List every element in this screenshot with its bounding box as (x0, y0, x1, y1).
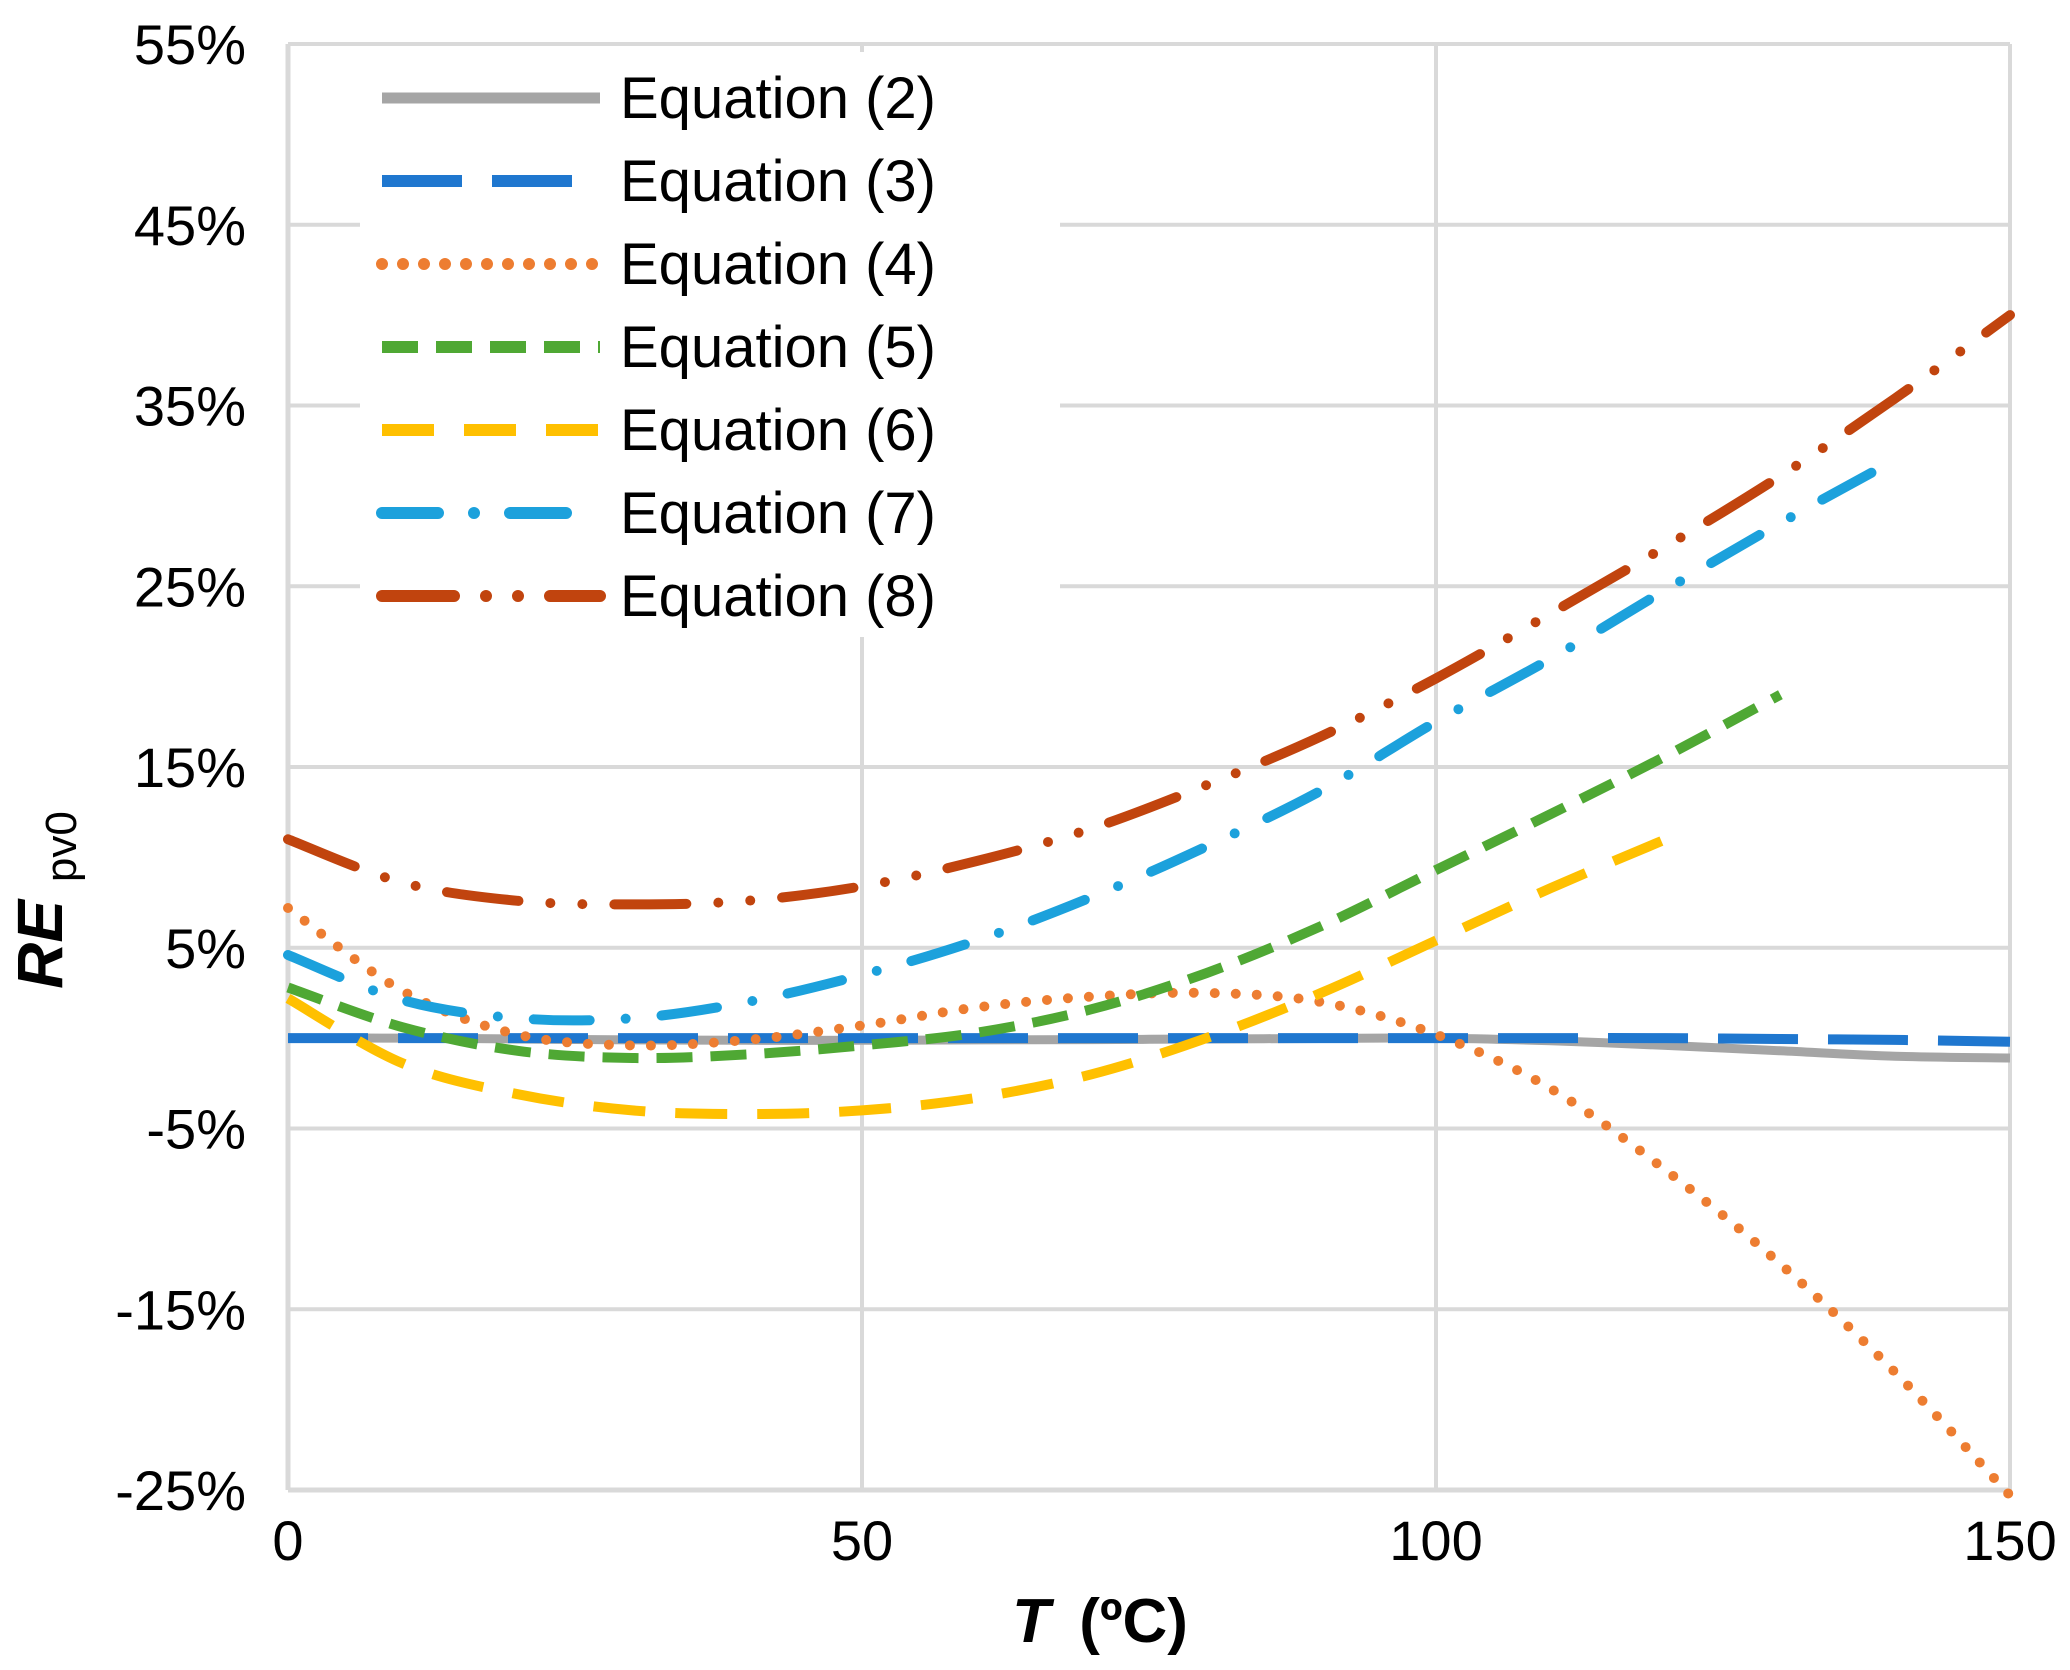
legend-label-3: Equation (3) (620, 149, 936, 214)
x-tick-label: 0 (272, 1509, 303, 1572)
y-tick-label: -15% (115, 1278, 246, 1341)
series-line-7 (283, 454, 1901, 1026)
y-tick-label: 45% (134, 194, 246, 257)
x-axis-title: T (ºC) (1012, 1587, 1188, 1656)
series-line-8 (283, 310, 2015, 910)
y-tick-label: 55% (134, 13, 246, 76)
series-line-5 (286, 690, 1783, 1064)
y-tick-label: 15% (134, 736, 246, 799)
y-axis-title-main: RE (4, 898, 76, 989)
series-line-3 (287, 1033, 2011, 1047)
y-tick-label: 35% (134, 375, 246, 438)
x-tick-label: 50 (831, 1509, 893, 1572)
legend-label-2: Equation (2) (620, 66, 936, 131)
axes (285, 44, 2010, 1493)
legend-label-8: Equation (8) (620, 564, 936, 629)
x-axis-title-unit: (ºC) (1079, 1587, 1188, 1656)
legend-label-7: Equation (7) (620, 481, 936, 546)
y-axis-title-sub: pv0 (37, 811, 86, 882)
tick-labels: -25% -15% -5% 5% 15% 25% 35% 45% 55% 0 50 100 150 (115, 13, 2056, 1572)
y-tick-label: -25% (115, 1459, 246, 1522)
y-tick-label: 5% (165, 917, 246, 980)
x-tick-label: 100 (1389, 1509, 1482, 1572)
y-axis-title: RE pv0 (4, 811, 86, 989)
x-axis-title-main: T (1012, 1587, 1055, 1656)
legend-label-5: Equation (5) (620, 315, 936, 380)
y-tick-label: -5% (146, 1098, 246, 1161)
series-line-6 (285, 834, 1668, 1119)
legend: Equation (2) Equation (3) Equation (4) Equa… (360, 52, 1060, 637)
series-line-4 (283, 903, 2015, 1501)
legend-background (360, 52, 1060, 637)
x-tick-label: 150 (1963, 1509, 2056, 1572)
legend-label-6: Equation (6) (620, 398, 936, 463)
series-group (283, 310, 2015, 1501)
legend-label-4: Equation (4) (620, 232, 936, 297)
y-tick-label: 25% (134, 555, 246, 618)
